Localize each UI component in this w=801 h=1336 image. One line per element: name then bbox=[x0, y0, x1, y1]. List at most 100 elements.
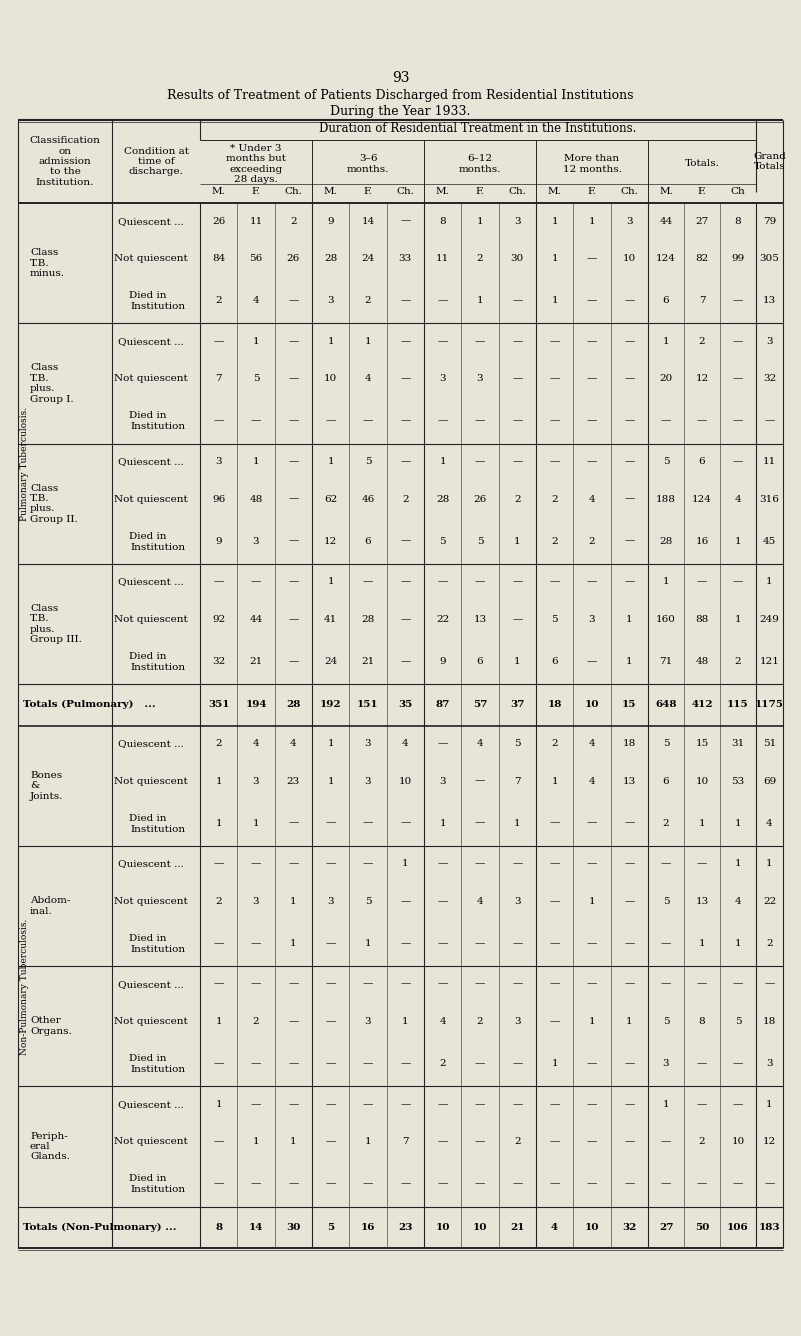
Text: —: — bbox=[214, 939, 223, 949]
Text: —: — bbox=[512, 939, 522, 949]
Text: —: — bbox=[549, 859, 560, 868]
Text: —: — bbox=[475, 776, 485, 786]
Text: 1: 1 bbox=[767, 859, 773, 868]
Text: —: — bbox=[733, 1059, 743, 1069]
Text: 5: 5 bbox=[662, 1017, 670, 1026]
Text: 18: 18 bbox=[547, 700, 562, 709]
Text: —: — bbox=[512, 297, 522, 305]
Text: —: — bbox=[288, 457, 299, 466]
Text: —: — bbox=[512, 1180, 522, 1189]
Text: 1: 1 bbox=[290, 939, 296, 949]
Text: 249: 249 bbox=[759, 615, 779, 624]
Text: 316: 316 bbox=[759, 494, 779, 504]
Text: —: — bbox=[587, 457, 598, 466]
Text: —: — bbox=[214, 417, 223, 425]
Text: Class
T.B.
plus.
Group I.: Class T.B. plus. Group I. bbox=[30, 363, 74, 403]
Text: —: — bbox=[288, 577, 299, 587]
Text: —: — bbox=[587, 1059, 598, 1069]
Text: —: — bbox=[251, 417, 261, 425]
Text: —: — bbox=[400, 657, 411, 665]
Text: —: — bbox=[512, 1059, 522, 1069]
Text: Institution: Institution bbox=[131, 824, 186, 834]
Text: 1: 1 bbox=[767, 1100, 773, 1109]
Text: —: — bbox=[475, 1180, 485, 1189]
Text: 93: 93 bbox=[392, 71, 409, 86]
Text: —: — bbox=[733, 337, 743, 346]
Text: Institution: Institution bbox=[131, 422, 186, 432]
Text: —: — bbox=[325, 417, 336, 425]
Text: —: — bbox=[475, 457, 485, 466]
Text: Not quiescent: Not quiescent bbox=[114, 374, 188, 383]
Text: Quiescent ...: Quiescent ... bbox=[118, 979, 184, 989]
Text: —: — bbox=[764, 979, 775, 989]
Text: 1: 1 bbox=[364, 337, 372, 346]
Text: 5: 5 bbox=[514, 739, 521, 748]
Text: —: — bbox=[697, 1059, 707, 1069]
Text: —: — bbox=[697, 417, 707, 425]
Text: —: — bbox=[512, 337, 522, 346]
Text: Institution: Institution bbox=[131, 1065, 186, 1074]
Text: —: — bbox=[251, 939, 261, 949]
Text: 3: 3 bbox=[215, 457, 222, 466]
Text: 3: 3 bbox=[364, 739, 372, 748]
Text: 48: 48 bbox=[249, 494, 263, 504]
Text: —: — bbox=[400, 939, 411, 949]
Text: Institution: Institution bbox=[131, 302, 186, 311]
Text: 1: 1 bbox=[551, 776, 558, 786]
Text: —: — bbox=[288, 657, 299, 665]
Text: F.: F. bbox=[364, 187, 372, 196]
Text: —: — bbox=[512, 577, 522, 587]
Text: —: — bbox=[587, 577, 598, 587]
Text: Quiescent ...: Quiescent ... bbox=[118, 457, 184, 466]
Text: —: — bbox=[587, 819, 598, 827]
Text: —: — bbox=[288, 615, 299, 624]
Text: M.: M. bbox=[324, 187, 337, 196]
Text: 21: 21 bbox=[510, 1222, 525, 1232]
Text: Not quiescent: Not quiescent bbox=[114, 776, 188, 786]
Text: 1: 1 bbox=[514, 537, 521, 545]
Text: 32: 32 bbox=[212, 657, 225, 665]
Text: —: — bbox=[549, 819, 560, 827]
Text: 5: 5 bbox=[662, 896, 670, 906]
Text: —: — bbox=[363, 859, 373, 868]
Text: 6–12
months.: 6–12 months. bbox=[459, 154, 501, 174]
Text: 4: 4 bbox=[252, 297, 260, 305]
Text: 15: 15 bbox=[622, 700, 637, 709]
Text: —: — bbox=[764, 417, 775, 425]
Text: —: — bbox=[325, 1137, 336, 1146]
Text: —: — bbox=[400, 374, 411, 383]
Text: 32: 32 bbox=[622, 1222, 637, 1232]
Text: 7: 7 bbox=[514, 776, 521, 786]
Text: —: — bbox=[400, 896, 411, 906]
Text: 12: 12 bbox=[763, 1137, 776, 1146]
Text: —: — bbox=[437, 896, 448, 906]
Text: —: — bbox=[549, 417, 560, 425]
Text: 10: 10 bbox=[324, 374, 337, 383]
Text: 4: 4 bbox=[477, 739, 483, 748]
Text: 648: 648 bbox=[655, 700, 677, 709]
Text: Other
Organs.: Other Organs. bbox=[30, 1017, 72, 1035]
Text: 1: 1 bbox=[735, 537, 741, 545]
Text: 1: 1 bbox=[662, 577, 670, 587]
Text: 18: 18 bbox=[763, 1017, 776, 1026]
Text: 28: 28 bbox=[324, 254, 337, 263]
Text: 44: 44 bbox=[659, 216, 673, 226]
Text: —: — bbox=[549, 1017, 560, 1026]
Text: 28: 28 bbox=[436, 494, 449, 504]
Text: —: — bbox=[549, 337, 560, 346]
Text: Institution: Institution bbox=[131, 663, 186, 672]
Text: 10: 10 bbox=[622, 254, 636, 263]
Text: —: — bbox=[587, 979, 598, 989]
Text: —: — bbox=[512, 374, 522, 383]
Text: —: — bbox=[475, 1059, 485, 1069]
Text: 45: 45 bbox=[763, 537, 776, 545]
Text: —: — bbox=[624, 979, 634, 989]
Text: Totals (Non-Pulmonary) ...: Totals (Non-Pulmonary) ... bbox=[23, 1222, 176, 1232]
Text: 1: 1 bbox=[551, 1059, 558, 1069]
Text: 7: 7 bbox=[402, 1137, 409, 1146]
Text: 24: 24 bbox=[361, 254, 375, 263]
Text: —: — bbox=[661, 1137, 671, 1146]
Text: —: — bbox=[512, 417, 522, 425]
Text: —: — bbox=[624, 819, 634, 827]
Text: Quiescent ...: Quiescent ... bbox=[118, 337, 184, 346]
